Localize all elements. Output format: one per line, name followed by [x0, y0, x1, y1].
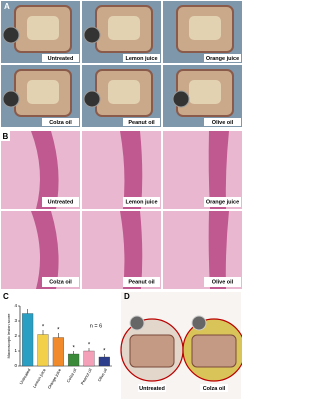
label-box [204, 54, 241, 62]
tissue-layer [208, 211, 229, 289]
bar [83, 350, 95, 367]
significance-mark: * [42, 325, 45, 331]
x-tick-label: Lemon juice [32, 367, 48, 389]
image-label: Olive oil [212, 120, 234, 126]
histology [82, 131, 161, 209]
label-box [123, 54, 160, 62]
image-label: Peanut oil [128, 279, 155, 285]
x-tick-label: Peanut oil [80, 367, 93, 385]
lesion [189, 16, 221, 40]
label-box [204, 118, 241, 126]
significance-mark: * [57, 328, 60, 334]
y-tick-label: 0 [14, 363, 17, 368]
coin [191, 315, 207, 331]
tissue-layer [31, 211, 59, 289]
bar [98, 356, 110, 367]
annotation: n = 6 [90, 323, 102, 329]
bar [37, 334, 49, 367]
lesion [27, 16, 59, 40]
bar [22, 313, 34, 367]
y-tick-label: 4 [14, 303, 17, 308]
image-label: Peanut oil [128, 120, 155, 126]
label-box [42, 277, 79, 287]
panel-label: D [124, 292, 130, 301]
lesion [189, 80, 221, 104]
label-box [204, 197, 241, 207]
tissue-layer [120, 131, 143, 209]
label-box [123, 118, 160, 126]
y-tick-label: 1 [14, 348, 17, 353]
image-label: Lemon juice [125, 56, 157, 62]
coin [2, 26, 20, 44]
histology [163, 211, 242, 289]
image-label: Untreated [48, 56, 74, 62]
image-label: Untreated [139, 386, 165, 392]
significance-mark: * [88, 343, 91, 349]
tissue [129, 334, 175, 368]
x-tick-label: Colza oil [65, 367, 77, 383]
label-box [200, 384, 228, 392]
panel-label: B [3, 132, 9, 141]
coin [129, 315, 145, 331]
label-box [42, 54, 79, 62]
lesion [27, 80, 59, 104]
y-axis-label: Macroscopic lesion score [6, 313, 11, 359]
significance-mark: * [72, 346, 75, 352]
bar [52, 337, 64, 367]
image-label: Colza oil [49, 120, 72, 126]
tissue-layer [31, 131, 59, 209]
coin [172, 90, 190, 108]
image-label: Colza oil [49, 279, 72, 285]
coin [2, 90, 20, 108]
image-label: Olive oil [212, 279, 234, 285]
label-box [123, 277, 160, 287]
tissue-layer [208, 131, 229, 209]
significance-mark: * [103, 349, 106, 355]
histology [163, 131, 242, 209]
coin [83, 26, 101, 44]
tissue [191, 334, 237, 368]
histology [82, 211, 161, 289]
label-box [1, 131, 10, 141]
bar [68, 353, 80, 367]
lesion [108, 16, 140, 40]
image-label: Lemon juice [125, 199, 157, 205]
image-label: Orange juice [206, 199, 239, 205]
x-tick-label: Olive oil [97, 367, 108, 382]
y-tick-label: 3 [14, 318, 17, 323]
x-tick-label: Untreated [18, 368, 31, 386]
tissue-layer [120, 211, 143, 289]
label-box [42, 118, 79, 126]
image-label: Colza oil [203, 386, 226, 392]
label-box [123, 197, 160, 207]
label-box [204, 277, 241, 287]
x-tick-label: Orange juice [46, 367, 62, 390]
y-tick-label: 2 [14, 333, 17, 338]
image-label: Orange juice [206, 56, 239, 62]
panel-label: C [3, 292, 9, 301]
label-box [42, 197, 79, 207]
panel-label: A [4, 2, 10, 11]
coin [83, 90, 101, 108]
lesion [108, 80, 140, 104]
label-box [138, 384, 166, 392]
image-label: Untreated [48, 199, 74, 205]
